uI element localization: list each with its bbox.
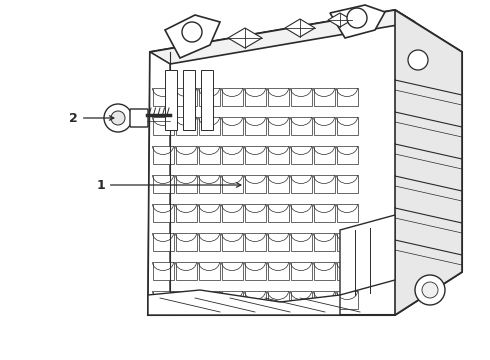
Polygon shape — [222, 291, 243, 309]
Polygon shape — [165, 15, 220, 58]
Polygon shape — [199, 88, 220, 106]
Polygon shape — [337, 233, 358, 251]
Text: 1: 1 — [96, 179, 241, 192]
Polygon shape — [176, 88, 197, 106]
Polygon shape — [153, 291, 174, 309]
Polygon shape — [201, 70, 213, 130]
Polygon shape — [268, 262, 289, 280]
FancyBboxPatch shape — [130, 109, 148, 127]
Polygon shape — [222, 233, 243, 251]
Polygon shape — [268, 291, 289, 309]
Polygon shape — [291, 175, 312, 193]
Polygon shape — [222, 204, 243, 222]
Polygon shape — [176, 175, 197, 193]
Text: 2: 2 — [69, 112, 114, 125]
Polygon shape — [199, 291, 220, 309]
Polygon shape — [245, 146, 266, 164]
Polygon shape — [245, 204, 266, 222]
Polygon shape — [291, 204, 312, 222]
Polygon shape — [314, 262, 335, 280]
Polygon shape — [285, 19, 315, 37]
Polygon shape — [314, 146, 335, 164]
Polygon shape — [176, 262, 197, 280]
Polygon shape — [153, 146, 174, 164]
Polygon shape — [291, 291, 312, 309]
Polygon shape — [165, 70, 177, 130]
Polygon shape — [337, 175, 358, 193]
Polygon shape — [245, 88, 266, 106]
Polygon shape — [176, 204, 197, 222]
Polygon shape — [314, 291, 335, 309]
Polygon shape — [337, 204, 358, 222]
Polygon shape — [330, 5, 385, 38]
Polygon shape — [337, 262, 358, 280]
Polygon shape — [150, 10, 415, 64]
Polygon shape — [268, 233, 289, 251]
Polygon shape — [153, 262, 174, 280]
Polygon shape — [337, 146, 358, 164]
Circle shape — [104, 104, 132, 132]
Polygon shape — [268, 175, 289, 193]
Polygon shape — [395, 10, 462, 315]
Polygon shape — [314, 175, 335, 193]
Polygon shape — [245, 175, 266, 193]
Polygon shape — [268, 204, 289, 222]
Polygon shape — [222, 117, 243, 135]
Polygon shape — [291, 88, 312, 106]
Polygon shape — [268, 146, 289, 164]
Polygon shape — [176, 117, 197, 135]
Polygon shape — [314, 233, 335, 251]
Polygon shape — [245, 117, 266, 135]
Polygon shape — [222, 175, 243, 193]
Polygon shape — [199, 175, 220, 193]
Polygon shape — [199, 233, 220, 251]
Polygon shape — [199, 204, 220, 222]
Polygon shape — [314, 204, 335, 222]
Polygon shape — [148, 10, 462, 315]
Polygon shape — [222, 88, 243, 106]
Polygon shape — [199, 146, 220, 164]
Polygon shape — [245, 262, 266, 280]
Polygon shape — [222, 262, 243, 280]
Polygon shape — [328, 13, 352, 27]
Polygon shape — [245, 233, 266, 251]
Polygon shape — [337, 117, 358, 135]
Polygon shape — [314, 117, 335, 135]
Polygon shape — [176, 233, 197, 251]
Polygon shape — [222, 146, 243, 164]
Polygon shape — [337, 88, 358, 106]
Polygon shape — [199, 262, 220, 280]
Polygon shape — [199, 117, 220, 135]
Polygon shape — [268, 88, 289, 106]
Polygon shape — [291, 233, 312, 251]
Polygon shape — [148, 52, 170, 315]
Polygon shape — [268, 117, 289, 135]
Polygon shape — [245, 291, 266, 309]
Polygon shape — [153, 117, 174, 135]
Polygon shape — [291, 146, 312, 164]
Circle shape — [111, 111, 125, 125]
Polygon shape — [228, 28, 262, 48]
Polygon shape — [340, 215, 395, 295]
Polygon shape — [291, 262, 312, 280]
Polygon shape — [314, 88, 335, 106]
Circle shape — [408, 50, 428, 70]
Polygon shape — [148, 290, 340, 315]
Polygon shape — [153, 88, 174, 106]
Polygon shape — [337, 291, 358, 309]
Circle shape — [347, 8, 367, 28]
Polygon shape — [153, 175, 174, 193]
Circle shape — [422, 282, 438, 298]
Polygon shape — [153, 233, 174, 251]
Polygon shape — [176, 291, 197, 309]
Circle shape — [182, 22, 202, 42]
Circle shape — [415, 275, 445, 305]
Polygon shape — [153, 204, 174, 222]
Polygon shape — [183, 70, 195, 130]
Polygon shape — [291, 117, 312, 135]
Polygon shape — [176, 146, 197, 164]
